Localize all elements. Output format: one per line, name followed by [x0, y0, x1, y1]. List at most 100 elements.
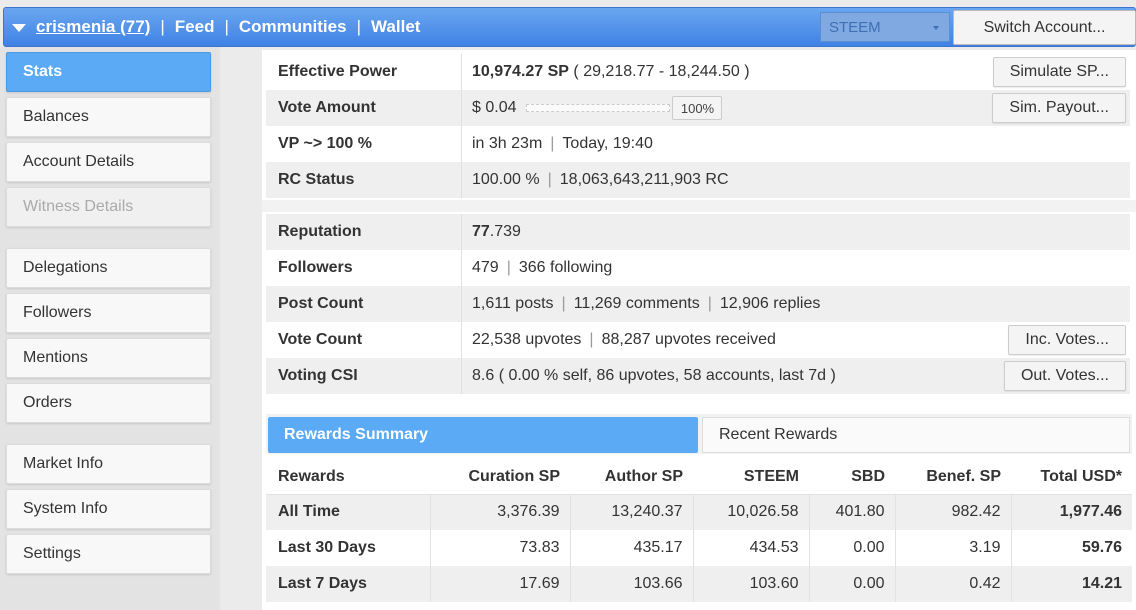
tab-recent-rewards[interactable]: Recent Rewards	[702, 417, 1130, 453]
sidebar-item-settings[interactable]: Settings	[6, 534, 211, 574]
replies-count: 12,906 replies	[719, 295, 821, 312]
switch-account-button[interactable]: Switch Account...	[953, 10, 1136, 45]
rc-percent: 100.00 %	[472, 171, 540, 188]
nav-link-feed[interactable]: Feed	[174, 17, 215, 36]
stats-row-post-count: Post Count 1,611 posts | 11,269 comments | 1…	[266, 286, 1130, 322]
table-cell: 434.53	[692, 530, 809, 566]
comments-count: 11,269 comments	[573, 295, 700, 312]
table-cell: 3,376.39	[429, 494, 570, 530]
effective-power-breakdown: ( 29,218.77 - 18,244.50 )	[568, 63, 750, 80]
vote-weight-slider[interactable]: 100%	[526, 96, 723, 120]
nav-separator: |	[224, 17, 229, 36]
row-label: Vote Count	[266, 322, 462, 358]
row-label: Effective Power	[266, 54, 462, 90]
stats-row-vp: VP ~> 100 % in 3h 23m | Today, 19:40	[266, 126, 1130, 162]
sidebar-item-mentions[interactable]: Mentions	[6, 338, 211, 378]
sidebar-item-orders[interactable]: Orders	[6, 383, 211, 423]
table-cell: 10,026.58	[692, 494, 809, 530]
sidebar-item-delegations[interactable]: Delegations	[6, 248, 211, 288]
row-value: 22,538 upvotes | 88,287 upvotes received	[462, 322, 776, 358]
row-label: Voting CSI	[266, 358, 462, 394]
stats-row-vote-count: Vote Count 22,538 upvotes | 88,287 upvotes…	[266, 322, 1130, 358]
row-value: 100.00 % | 18,063,643,211,903 RC	[462, 162, 729, 198]
row-value: 1,611 posts | 11,269 comments | 12,906 repli…	[462, 286, 820, 322]
username: crismenia	[36, 17, 116, 36]
table-cell: 59.76	[1010, 530, 1132, 566]
column-header: SBD	[809, 460, 895, 495]
reputation-integer: 77	[472, 223, 490, 240]
sidebar-item-market-info[interactable]: Market Info	[6, 444, 211, 484]
tab-rewards-summary[interactable]: Rewards Summary	[268, 417, 698, 453]
table-cell: 0.00	[808, 530, 895, 566]
section-divider	[262, 200, 1136, 212]
top-nav-bar: crismenia (77) | Feed | Communities | Wa…	[3, 7, 1136, 47]
top-nav: crismenia (77) | Feed | Communities | Wa…	[12, 8, 420, 46]
table-header-row: Rewards Curation SP Author SP STEEM SBD …	[266, 460, 1132, 495]
row-label: Post Count	[266, 286, 462, 322]
separator: |	[547, 171, 552, 188]
vp-full-at: Today, 19:40	[562, 135, 653, 152]
column-header: Benef. SP	[895, 460, 1011, 495]
vp-time-remaining: in 3h 23m	[472, 135, 543, 152]
dropdown-arrow-icon	[933, 26, 939, 30]
table-cell: 103.60	[692, 566, 809, 602]
table-cell: Last 7 Days	[266, 566, 430, 602]
nav-separator: |	[160, 17, 165, 36]
nav-link-communities[interactable]: Communities	[238, 17, 347, 36]
separator: |	[561, 295, 566, 312]
table-cell: 1,977.46	[1010, 494, 1132, 530]
column-header: STEEM	[693, 460, 809, 495]
row-value: 77.739	[462, 214, 521, 250]
voting-csi-value: 8.6 ( 0.00 % self, 86 upvotes, 58 accoun…	[472, 367, 836, 384]
table-cell: All Time	[266, 494, 430, 530]
stats-row-effective-power: Effective Power 10,974.27 SP ( 29,218.77…	[266, 54, 1130, 90]
out-votes-button[interactable]: Out. Votes...	[1003, 361, 1126, 391]
column-header: Rewards	[266, 460, 430, 495]
sidebar-item-balances[interactable]: Balances	[6, 97, 211, 137]
table-cell: 0.42	[894, 566, 1011, 602]
sidebar-item-followers[interactable]: Followers	[6, 293, 211, 333]
sidebar-item-stats[interactable]: Stats	[6, 52, 211, 92]
username-link[interactable]: crismenia (77)	[36, 17, 150, 37]
nav-link-wallet[interactable]: Wallet	[371, 17, 421, 36]
sidebar: Stats Balances Account Details Witness D…	[0, 47, 220, 610]
simulate-sp-button[interactable]: Simulate SP...	[992, 57, 1126, 87]
coin-select-value: STEEM	[829, 19, 881, 36]
stats-row-rc: RC Status 100.00 % | 18,063,643,211,903 RC	[266, 162, 1130, 198]
vote-amount-value: $ 0.04	[472, 99, 517, 116]
table-cell: 14.21	[1010, 566, 1132, 602]
coin-select[interactable]: STEEM	[820, 12, 950, 42]
table-cell: 3.19	[894, 530, 1011, 566]
table-cell: 17.69	[429, 566, 570, 602]
main-panel: Effective Power 10,974.27 SP ( 29,218.77…	[262, 50, 1136, 610]
table-cell: 401.80	[808, 494, 895, 530]
sim-payout-button[interactable]: Sim. Payout...	[992, 93, 1126, 123]
table-cell: 73.83	[429, 530, 570, 566]
sidebar-item-account-details[interactable]: Account Details	[6, 142, 211, 182]
row-value: 479 | 366 following	[462, 250, 612, 286]
inc-votes-button[interactable]: Inc. Votes...	[1008, 325, 1126, 355]
table-cell: 13,240.37	[569, 494, 693, 530]
separator: |	[550, 135, 555, 152]
stats-row-followers: Followers 479 | 366 following	[266, 250, 1130, 286]
row-value: 8.6 ( 0.00 % self, 86 upvotes, 58 accoun…	[462, 358, 836, 394]
sidebar-item-witness-details: Witness Details	[6, 187, 211, 227]
slider-track[interactable]	[526, 104, 671, 112]
table-row: Last 30 Days 73.83 435.17 434.53 0.00 3.…	[266, 530, 1132, 566]
column-header: Author SP	[570, 460, 693, 495]
reputation-decimal: .739	[489, 223, 521, 240]
table-cell: 0.00	[808, 566, 895, 602]
slider-handle[interactable]: 100%	[672, 96, 723, 120]
row-label: Reputation	[266, 214, 462, 250]
effective-power-sp: 10,974.27 SP	[472, 63, 569, 80]
table-cell: 103.66	[569, 566, 693, 602]
row-label: VP ~> 100 %	[266, 126, 462, 162]
following-count: 366 following	[518, 259, 613, 276]
row-value: $ 0.04 100%	[462, 90, 723, 126]
upvotes-received: 88,287 upvotes received	[601, 331, 776, 348]
column-header: Curation SP	[430, 460, 570, 495]
sidebar-item-system-info[interactable]: System Info	[6, 489, 211, 529]
table-row: Last 7 Days 17.69 103.66 103.60 0.00 0.4…	[266, 566, 1132, 602]
caret-down-icon[interactable]	[12, 24, 26, 32]
stats-row-voting-csi: Voting CSI 8.6 ( 0.00 % self, 86 upvotes…	[266, 358, 1130, 394]
